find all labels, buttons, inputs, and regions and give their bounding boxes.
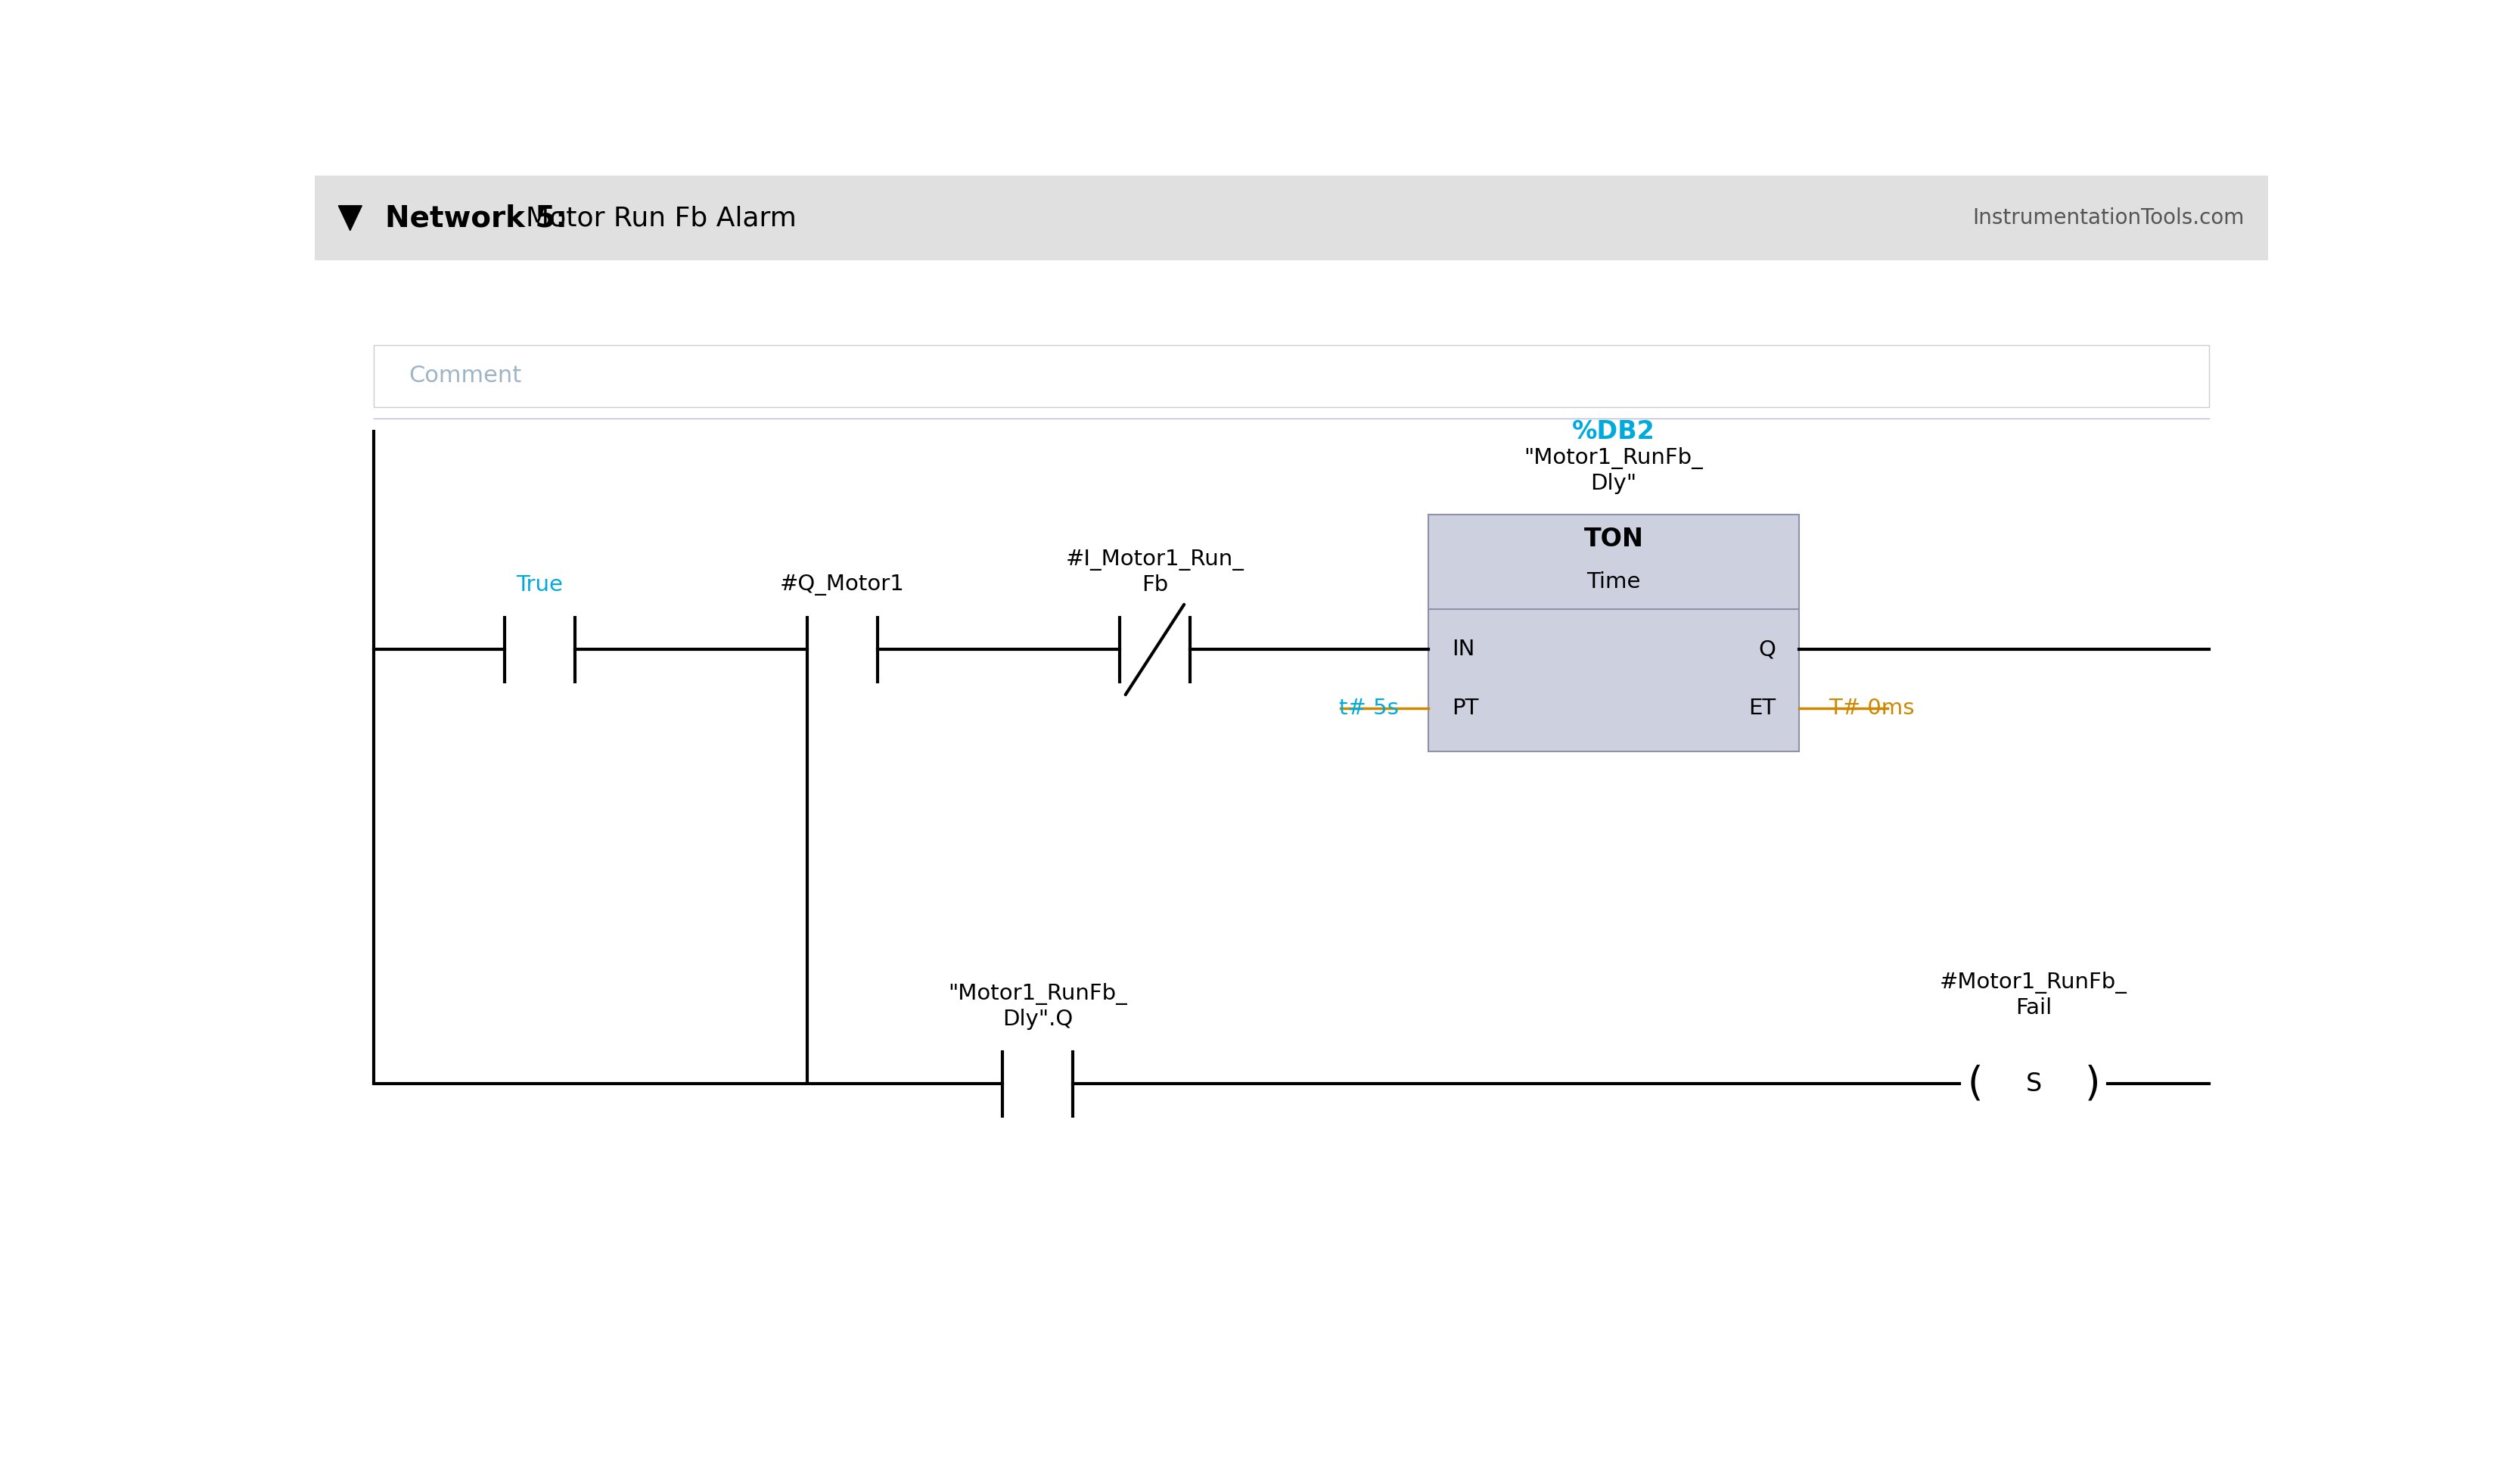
Text: #Motor1_RunFb_
Fail: #Motor1_RunFb_ Fail [1940,971,2127,1018]
Text: "Motor1_RunFb_
Dly".Q: "Motor1_RunFb_ Dly".Q [948,983,1126,1030]
Text: %DB2: %DB2 [1572,419,1656,444]
Text: #I_Motor1_Run_
Fb: #I_Motor1_Run_ Fb [1066,549,1245,595]
Text: #Q_Motor1: #Q_Motor1 [781,574,905,595]
Text: T# 0ms: T# 0ms [1830,697,1915,719]
Text: IN: IN [1452,639,1474,661]
Text: Q: Q [1759,639,1777,661]
Polygon shape [338,205,363,230]
Text: True: True [517,574,562,595]
Text: S: S [2026,1071,2041,1096]
Text: (: ( [1968,1064,1983,1103]
Text: TON: TON [1585,526,1643,551]
Text: PT: PT [1452,697,1479,719]
Bar [373,346,2210,407]
Text: Comment: Comment [408,365,522,387]
Bar [1429,514,1799,752]
Text: "Motor1_RunFb_
Dly": "Motor1_RunFb_ Dly" [1525,447,1704,494]
Text: Motor Run Fb Alarm: Motor Run Fb Alarm [527,205,796,231]
Text: InstrumentationTools.com: InstrumentationTools.com [1973,208,2245,229]
Text: Network 5:: Network 5: [386,204,567,233]
Text: ET: ET [1749,697,1777,719]
Text: t# 5s: t# 5s [1338,697,1399,719]
Text: Time: Time [1588,571,1641,592]
Bar [315,176,2268,261]
Text: ): ) [2084,1064,2099,1103]
